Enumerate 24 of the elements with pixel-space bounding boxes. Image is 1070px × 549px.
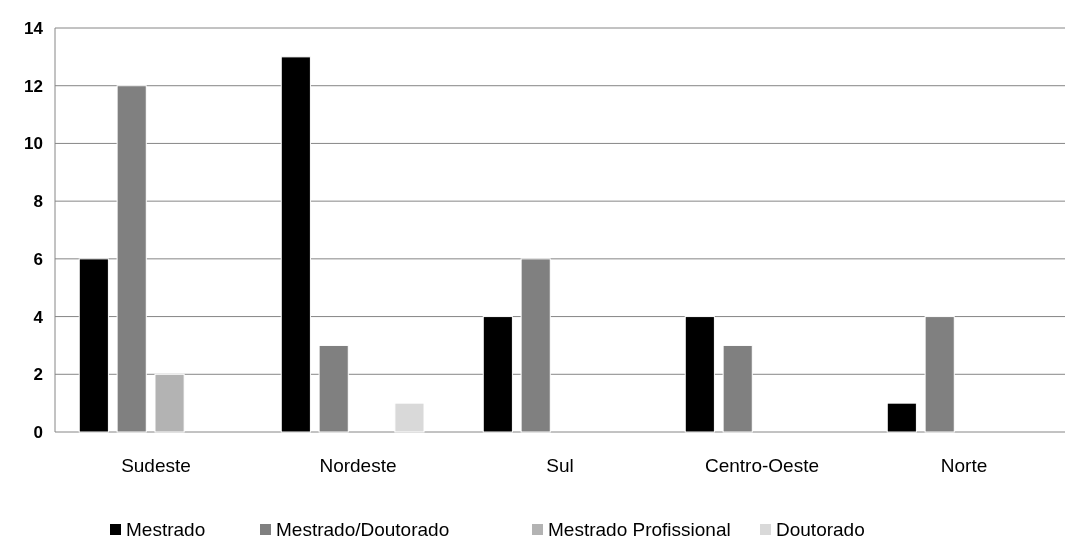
x-tick-label: Sudeste [121, 455, 191, 476]
bar [482, 316, 513, 433]
x-tick-label: Nordeste [319, 455, 397, 476]
x-tick-label: Norte [940, 455, 988, 476]
y-tick-label: 0 [33, 422, 43, 442]
y-tick-label: 6 [33, 249, 43, 269]
y-tick-label: 10 [24, 134, 43, 154]
y-tick-label: 14 [24, 18, 44, 38]
legend-label: Mestrado/Doutorado [276, 519, 450, 540]
y-tick-label: 4 [33, 307, 44, 327]
y-tick-label: 2 [33, 365, 43, 385]
bar [154, 373, 185, 433]
bar [886, 402, 917, 433]
y-tick-label: 8 [33, 192, 43, 212]
legend-label: Mestrado [126, 519, 206, 540]
y-tick-label: 12 [24, 76, 43, 96]
legend-label: Doutorado [776, 519, 865, 540]
bar [394, 402, 425, 433]
x-tick-label: Sul [546, 455, 574, 476]
bar [280, 56, 311, 433]
legend-label: Mestrado Profissional [548, 519, 731, 540]
x-tick-label: Centro-Oeste [704, 455, 820, 476]
bar [78, 258, 109, 433]
bar [684, 316, 715, 433]
